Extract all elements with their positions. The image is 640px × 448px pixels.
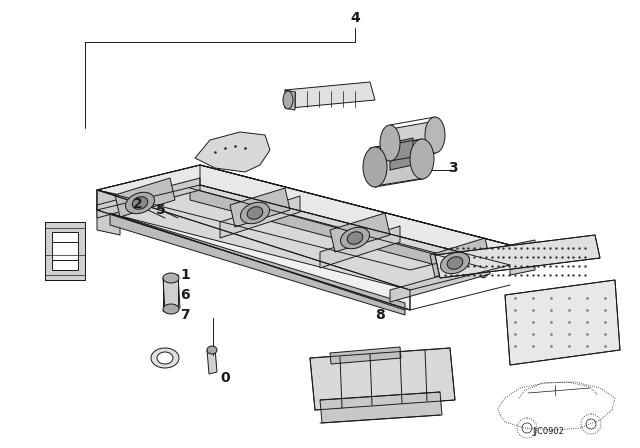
Polygon shape [163,275,180,311]
Polygon shape [385,122,435,156]
Text: 6: 6 [180,288,190,302]
Ellipse shape [132,197,148,209]
Ellipse shape [163,304,179,314]
Polygon shape [115,178,175,217]
Polygon shape [45,222,85,280]
Polygon shape [207,348,217,374]
Text: 0: 0 [220,371,230,385]
Ellipse shape [380,125,400,161]
Text: 3: 3 [448,161,458,175]
Ellipse shape [340,227,369,249]
Polygon shape [505,280,620,365]
Ellipse shape [163,273,179,283]
Text: 8: 8 [375,308,385,322]
Ellipse shape [410,139,434,179]
Ellipse shape [151,348,179,368]
Ellipse shape [363,147,387,187]
Text: 7: 7 [180,308,190,322]
Ellipse shape [125,192,154,214]
Polygon shape [52,232,78,270]
Text: 2: 2 [133,197,143,211]
Polygon shape [390,262,490,302]
Ellipse shape [247,207,263,219]
Polygon shape [97,185,510,290]
Text: 1: 1 [180,268,190,282]
Polygon shape [97,178,200,218]
Polygon shape [97,165,510,270]
Ellipse shape [425,117,445,153]
Ellipse shape [447,257,463,269]
Text: 4: 4 [350,11,360,25]
Polygon shape [97,190,120,235]
Polygon shape [285,82,375,108]
Ellipse shape [241,202,269,224]
Polygon shape [370,140,425,186]
Polygon shape [230,188,290,227]
Text: 5: 5 [156,203,166,217]
Polygon shape [330,347,401,364]
Polygon shape [320,226,400,268]
Polygon shape [510,240,535,275]
Polygon shape [220,196,300,238]
Polygon shape [285,90,295,110]
Polygon shape [97,190,410,310]
Ellipse shape [207,346,217,354]
Polygon shape [390,138,413,170]
Ellipse shape [348,232,363,244]
Polygon shape [190,188,485,278]
Polygon shape [110,213,405,315]
Polygon shape [310,348,455,410]
Polygon shape [330,213,390,252]
Polygon shape [430,238,490,277]
Polygon shape [195,132,270,172]
Ellipse shape [440,252,470,274]
Polygon shape [320,392,442,423]
Ellipse shape [283,91,293,109]
Ellipse shape [157,352,173,364]
Polygon shape [435,235,600,278]
Polygon shape [200,165,510,265]
Text: JJC0902: JJC0902 [532,427,564,436]
